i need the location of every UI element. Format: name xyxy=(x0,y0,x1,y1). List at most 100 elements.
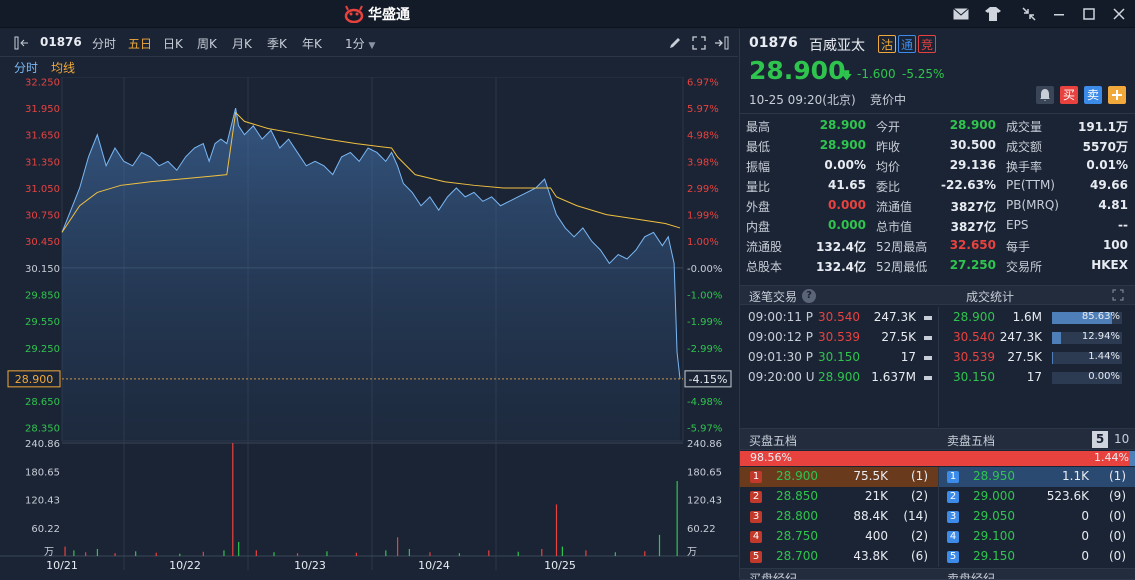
tab-daily-k[interactable]: 日K xyxy=(163,37,183,51)
trade-price: 30.540 xyxy=(818,310,860,324)
stat-volume: 247.3K xyxy=(999,330,1042,344)
stat-label: 振幅 xyxy=(746,160,771,174)
tab-weekly-k[interactable]: 周K xyxy=(197,37,217,51)
ask-volume: 1.1K xyxy=(1062,469,1089,483)
ask-row[interactable]: 2 29.000 523.6K (9) xyxy=(939,487,1135,507)
shirt-icon[interactable] xyxy=(982,4,1004,24)
stat-price: 30.539 xyxy=(953,350,995,364)
fullscreen-icon[interactable] xyxy=(692,36,706,53)
stat-value: 0.01% xyxy=(1086,158,1128,172)
current-price-label: 28.900 xyxy=(15,373,54,386)
volume-bar xyxy=(676,480,678,556)
trade-volume: 27.5K xyxy=(881,330,916,344)
price-tick-label: 29.850 xyxy=(25,291,60,302)
trade-direction-marker xyxy=(924,356,932,360)
minute-select[interactable]: 1分 ▼ xyxy=(345,35,375,52)
stat-value: 41.65 xyxy=(828,178,866,192)
depth-10-button[interactable]: 10 xyxy=(1114,432,1130,446)
pct-tick-label: 5.97% xyxy=(687,104,719,115)
ask-level: 2 xyxy=(947,491,959,503)
volume-unit-left: 万 xyxy=(44,547,54,558)
bid-count: (6) xyxy=(911,549,928,563)
legend-avg-line[interactable]: 均线 xyxy=(51,61,76,75)
tab-yearly-k[interactable]: 年K xyxy=(302,37,322,51)
trade-time: 09:00:11 P xyxy=(748,310,813,324)
stat-value: 0.000 xyxy=(828,218,866,232)
current-pct-label: -4.15% xyxy=(689,373,728,386)
tab-intraday[interactable]: 分时 xyxy=(92,37,117,51)
trade-volume: 247.3K xyxy=(873,310,916,324)
ask-row[interactable]: 1 28.950 1.1K (1) xyxy=(939,467,1135,487)
bid-book-title: 买盘五档 xyxy=(749,434,798,448)
maximize-icon[interactable] xyxy=(1078,4,1100,24)
stat-label: 成交额 xyxy=(1006,140,1043,154)
bid-volume: 43.8K xyxy=(853,549,888,563)
app-logo: 华盛通 xyxy=(344,4,410,24)
bid-row[interactable]: 2 28.850 21K (2) xyxy=(740,487,938,507)
ask-row[interactable]: 3 29.050 0 (0) xyxy=(939,507,1135,527)
bid-row[interactable]: 1 28.900 75.5K (1) xyxy=(740,467,938,487)
bid-row[interactable]: 3 28.800 88.4K (14) xyxy=(740,507,938,527)
ask-row[interactable]: 4 29.100 0 (0) xyxy=(939,527,1135,547)
stat-ratio-pct: 85.63% xyxy=(1081,311,1120,322)
price-tick-label: 28.350 xyxy=(25,424,60,435)
ask-row[interactable]: 5 29.150 0 (0) xyxy=(939,547,1135,567)
trade-stats-title[interactable]: 成交统计 xyxy=(966,290,1015,304)
price-tick-label: 30.150 xyxy=(25,264,60,275)
trade-price: 28.900 xyxy=(818,370,860,384)
bid-broker-title: 买盘经纪 xyxy=(749,572,798,580)
depth-5-button[interactable]: 5 xyxy=(1092,431,1108,448)
legend-intraday[interactable]: 分时 xyxy=(14,61,39,75)
stat-value: 28.900 xyxy=(819,138,866,152)
bell-icon[interactable] xyxy=(1036,86,1054,104)
expand-panel-icon[interactable] xyxy=(713,36,729,53)
minimize-icon[interactable] xyxy=(1048,4,1070,24)
volume-bar xyxy=(585,550,587,556)
volume-bar xyxy=(202,551,204,556)
add-watchlist-icon[interactable] xyxy=(1108,86,1126,104)
tab-monthly-k[interactable]: 月K xyxy=(232,37,252,51)
bid-row[interactable]: 4 28.750 400 (2) xyxy=(740,527,938,547)
bid-volume: 75.5K xyxy=(853,469,888,483)
bid-row[interactable]: 5 28.700 43.8K (6) xyxy=(740,547,938,567)
sell-button[interactable]: 卖 xyxy=(1084,86,1102,104)
mail-icon[interactable] xyxy=(950,4,972,24)
price-tick-label: 31.350 xyxy=(25,157,60,168)
volume-bar xyxy=(232,443,234,556)
stat-value: 0.00% xyxy=(824,158,866,172)
volume-bar xyxy=(488,550,490,556)
volume-bar xyxy=(135,551,137,556)
volume-bar xyxy=(179,553,181,556)
sidebar-toggle-icon[interactable] xyxy=(14,36,30,53)
tag-connect: 通 xyxy=(898,35,916,53)
trades-divider xyxy=(938,307,939,427)
volume-bar xyxy=(273,552,275,556)
volume-bar xyxy=(326,551,328,556)
bid-price: 28.850 xyxy=(776,489,818,503)
bid-pct: 98.56% xyxy=(750,451,792,464)
price-line xyxy=(61,107,681,379)
draw-pencil-icon[interactable] xyxy=(668,36,682,53)
quote-change: -1.600 xyxy=(857,67,896,81)
stat-label: 委比 xyxy=(876,180,901,194)
title-bar: 华盛通 xyxy=(0,0,1135,28)
help-icon[interactable]: ? xyxy=(802,289,816,303)
tab-quarterly-k[interactable]: 季K xyxy=(267,37,287,51)
close-icon[interactable] xyxy=(1108,4,1130,24)
x-axis-label: 10/22 xyxy=(169,559,201,572)
tab-five-day[interactable]: 五日 xyxy=(128,37,153,51)
compact-icon[interactable] xyxy=(1018,4,1040,24)
expand-icon[interactable] xyxy=(1112,289,1124,304)
trades-title[interactable]: 逐笔交易 xyxy=(749,290,798,304)
ask-volume: 523.6K xyxy=(1046,489,1089,503)
stat-ratio-bar: 0.00% xyxy=(1052,371,1122,384)
pct-tick-label: 2.99% xyxy=(687,184,719,195)
volume-bar xyxy=(561,546,563,556)
buy-button[interactable]: 买 xyxy=(1060,86,1078,104)
avg-line xyxy=(61,111,681,233)
stats-grid: 最高 28.900 今开 28.900 成交量 191.1万 最低 28.900 昨收 30.50… xyxy=(740,113,1135,279)
stat-label: 最高 xyxy=(746,120,771,134)
stat-label: 52周最低 xyxy=(876,260,928,274)
five-day-chart[interactable]: 32.250 6.97% 31.950 5.97% 31.650 4.98% 31.350 3… xyxy=(0,77,738,579)
stat-value: 30.500 xyxy=(949,138,996,152)
